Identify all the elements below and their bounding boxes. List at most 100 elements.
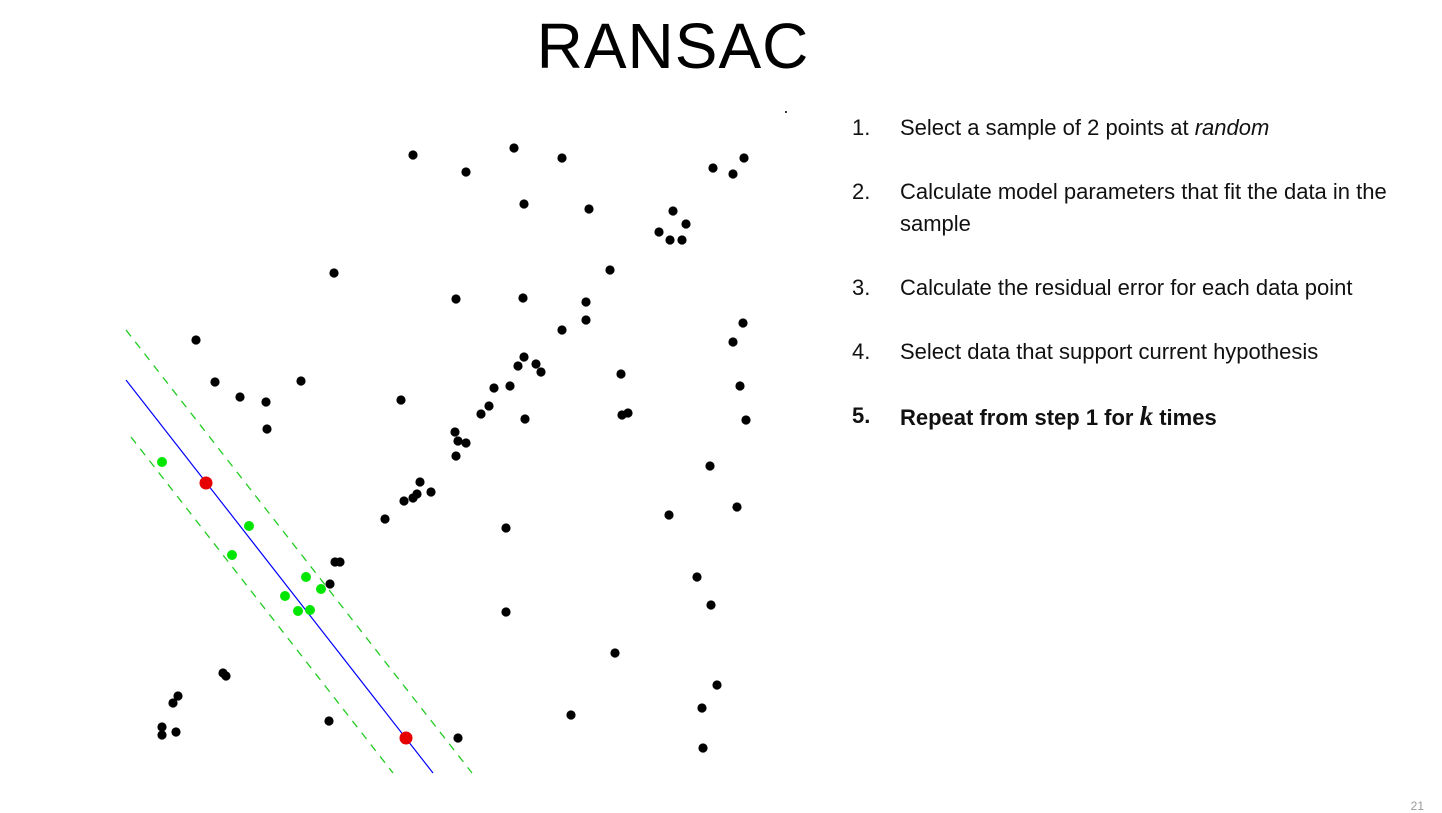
outlier-point (261, 397, 271, 407)
page-number: 21 (1410, 799, 1424, 813)
step-number: 2. (852, 179, 871, 204)
outlier-point (461, 438, 471, 448)
step-number: 4. (852, 339, 871, 364)
ransac-figure (125, 111, 787, 774)
inlier-point (305, 605, 315, 615)
outlier-point (329, 268, 339, 278)
step-variable: k (1139, 401, 1154, 431)
step-number: 5. (852, 403, 871, 428)
outlier-point (168, 698, 178, 708)
outlier-point (453, 436, 463, 446)
inlier-point (157, 457, 167, 467)
outlier-point (453, 733, 463, 743)
lower-threshold-line (130, 436, 394, 774)
step-5: 5. Repeat from step 1 for k times (852, 400, 1432, 434)
inlier-point (316, 584, 326, 594)
outlier-point (235, 392, 245, 402)
step-text-part: Repeat from step 1 for (900, 405, 1140, 430)
outlier-point (509, 143, 519, 153)
sample-point (199, 476, 213, 490)
outlier-point (728, 169, 738, 179)
outlier-point (501, 523, 511, 533)
outlier-point (262, 424, 272, 434)
outlier-point (519, 352, 529, 362)
outlier-point (581, 315, 591, 325)
outlier-point (681, 219, 691, 229)
outlier-point (335, 557, 345, 567)
outlier-point (399, 496, 409, 506)
outlier-point (461, 167, 471, 177)
inlier-point (293, 606, 303, 616)
outlier-point (584, 204, 594, 214)
inlier-points (157, 457, 326, 616)
outlier-point (698, 743, 708, 753)
outlier-point (408, 150, 418, 160)
outlier-point (450, 427, 460, 437)
step-text-part: Select a sample of 2 points at (900, 115, 1195, 140)
upper-threshold-line (125, 329, 473, 774)
slide-title: RANSAC (536, 10, 810, 82)
outlier-point (581, 297, 591, 307)
outlier-point (605, 265, 615, 275)
outlier-point (623, 408, 633, 418)
outlier-point (738, 318, 748, 328)
outlier-point (324, 716, 334, 726)
sample-point (399, 731, 413, 745)
outlier-point (484, 401, 494, 411)
outlier-point (668, 206, 678, 216)
outlier-point (677, 235, 687, 245)
outlier-point (396, 395, 406, 405)
step-1: 1. Select a sample of 2 points at random (852, 112, 1432, 144)
step-3: 3. Calculate the residual error for each… (852, 272, 1432, 304)
outlier-point (732, 502, 742, 512)
outlier-point (157, 722, 167, 732)
step-text: Calculate model parameters that fit the … (900, 179, 1387, 236)
outlier-point (536, 367, 546, 377)
inlier-point (280, 591, 290, 601)
outlier-point (708, 163, 718, 173)
step-number: 3. (852, 275, 871, 300)
step-text-part: times (1153, 405, 1217, 430)
outlier-point (173, 691, 183, 701)
outlier-point (408, 493, 418, 503)
inlier-point (301, 572, 311, 582)
outlier-point (741, 415, 751, 425)
outlier-point (739, 153, 749, 163)
step-number: 1. (852, 115, 871, 140)
sample-points (199, 476, 413, 745)
outlier-point (513, 361, 523, 371)
outlier-point (654, 227, 664, 237)
outlier-point (728, 337, 738, 347)
outlier-point (476, 409, 486, 419)
outlier-point (557, 325, 567, 335)
outlier-point (664, 510, 674, 520)
inlier-point (244, 521, 254, 531)
step-text: Select a sample of 2 points at random (900, 112, 1432, 144)
outlier-point (221, 671, 231, 681)
outlier-point (325, 579, 335, 589)
outlier-point (191, 335, 201, 345)
model-line (125, 379, 434, 774)
step-text: Calculate the residual error for each da… (900, 275, 1353, 300)
outlier-point (665, 235, 675, 245)
outlier-point (519, 199, 529, 209)
outlier-point (489, 383, 499, 393)
outlier-point (616, 369, 626, 379)
outlier-point (712, 680, 722, 690)
outlier-point (296, 376, 306, 386)
step-text: Repeat from step 1 for k times (900, 400, 1432, 434)
outlier-point (610, 648, 620, 658)
outlier-point (697, 703, 707, 713)
stray-mark (785, 111, 787, 113)
outlier-point (566, 710, 576, 720)
outlier-point (531, 359, 541, 369)
step-2: 2. Calculate model parameters that fit t… (852, 176, 1432, 240)
outlier-point (157, 730, 167, 740)
threshold-lines (125, 329, 473, 774)
outlier-point (505, 381, 515, 391)
outlier-point (171, 727, 181, 737)
outlier-point (735, 381, 745, 391)
outlier-point (557, 153, 567, 163)
outlier-point (518, 293, 528, 303)
outlier-point (705, 461, 715, 471)
